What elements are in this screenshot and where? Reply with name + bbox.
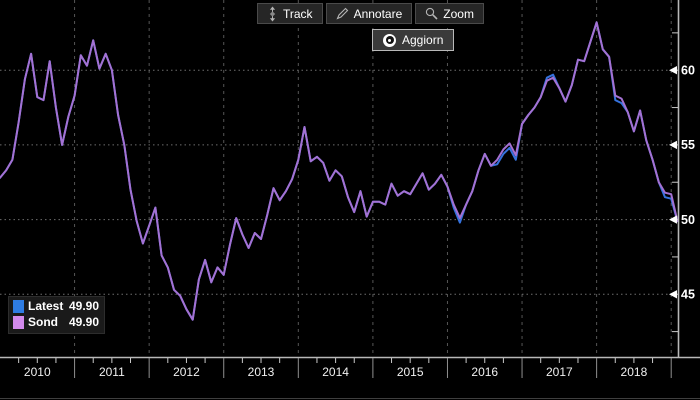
sond-color-swatch — [13, 316, 24, 329]
x-axis-year-label: 2014 — [322, 365, 349, 379]
y-axis-label: 55 — [681, 138, 695, 152]
zoom-button-label: Zoom — [443, 6, 474, 21]
zoom-button[interactable]: Zoom — [415, 3, 484, 24]
x-axis-year-label: 2011 — [99, 365, 125, 379]
x-axis-year-label: 2012 — [173, 365, 200, 379]
y-axis-arrow — [669, 66, 677, 75]
track-button[interactable]: Track — [257, 3, 323, 24]
y-axis-arrow — [669, 290, 677, 299]
track-crosshair-icon — [267, 6, 278, 22]
x-axis-year-label: 2018 — [621, 365, 648, 379]
chart-legend: Latest 49.90 Sond 49.90 — [8, 296, 105, 334]
legend-item-sond: Sond 49.90 — [13, 316, 99, 329]
x-axis-year-label: 2010 — [24, 365, 51, 379]
y-axis-label: 60 — [681, 64, 695, 78]
y-axis-label: 50 — [681, 213, 695, 227]
legend-label: Sond — [28, 315, 58, 329]
record-dot-icon — [383, 33, 396, 47]
y-axis-label: 45 — [681, 288, 695, 302]
latest-color-swatch — [13, 300, 24, 313]
magnifier-icon — [425, 7, 438, 20]
legend-value: 49.90 — [68, 299, 99, 313]
legend-item-latest: Latest 49.90 — [13, 300, 99, 313]
x-axis-year-label: 2013 — [248, 365, 275, 379]
y-axis-arrow — [669, 140, 677, 150]
chart-toolbar: Track Annotare Zoom — [257, 3, 484, 24]
x-axis-year-label: 2017 — [546, 365, 573, 379]
refresh-button-label: Aggiorn — [402, 33, 444, 47]
refresh-button[interactable]: Aggiorn — [372, 29, 455, 51]
annotate-button[interactable]: Annotare — [325, 3, 413, 24]
legend-label: Latest — [28, 299, 64, 313]
x-axis-year-label: 2015 — [397, 365, 424, 379]
x-axis-year-label: 2016 — [471, 365, 498, 379]
annotate-button-label: Annotare — [353, 6, 403, 21]
track-button-label: Track — [283, 6, 313, 21]
legend-value: 49.90 — [68, 315, 99, 329]
series-line-sond — [0, 21, 679, 321]
y-axis-arrow — [669, 215, 677, 224]
pencil-icon — [336, 7, 349, 20]
